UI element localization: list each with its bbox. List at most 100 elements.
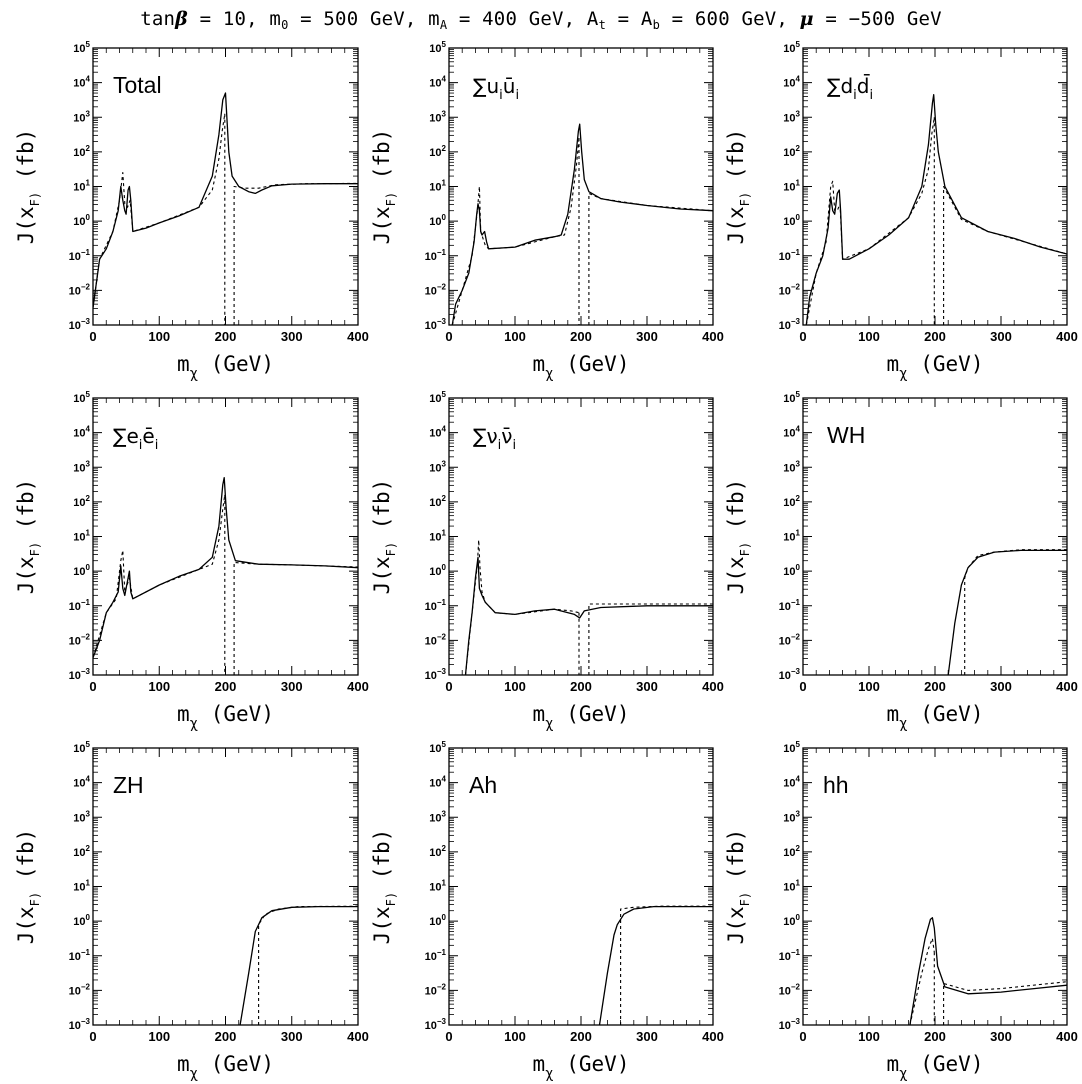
x-tick-label: 100 xyxy=(504,329,526,344)
panel-title-sub: i xyxy=(498,438,502,453)
y-tick-base: 10 xyxy=(779,601,791,613)
panel-title-sub: i xyxy=(512,438,516,453)
y-tick-label: 105 xyxy=(73,390,90,405)
y-tick-base: 10 xyxy=(73,847,85,859)
y-tick-exponent: −3 xyxy=(81,317,91,326)
y-tick-base: 10 xyxy=(425,635,437,647)
panel-title: hh xyxy=(823,772,849,798)
y-tick-label: 102 xyxy=(429,144,446,159)
x-tick-label: 400 xyxy=(702,679,724,694)
y-tick-label: 103 xyxy=(429,109,446,124)
x-axis-title-text: m xyxy=(533,1052,546,1076)
x-tick-label: 0 xyxy=(445,329,452,344)
x-axis-title-sub: χ xyxy=(545,1066,553,1082)
dashed-curve xyxy=(943,981,1067,1025)
y-tick-exponent: −3 xyxy=(81,1017,91,1026)
y-tick-exponent: 0 xyxy=(86,913,91,922)
y-tick-base: 10 xyxy=(783,778,795,790)
y-tick-label: 102 xyxy=(429,844,446,859)
y-tick-label: 103 xyxy=(73,109,90,124)
panel-title: ∑ui​ūi​ xyxy=(473,74,519,103)
x-tick-label: 0 xyxy=(89,679,96,694)
x-tick-label: 300 xyxy=(281,1029,303,1044)
y-tick-exponent: 4 xyxy=(796,425,801,434)
y-tick-label: 103 xyxy=(783,459,800,474)
y-tick-base: 10 xyxy=(429,147,441,159)
y-axis-title: J(xF)​ (fb) xyxy=(724,829,752,945)
x-tick-label: 400 xyxy=(347,679,369,694)
y-tick-exponent: 5 xyxy=(796,40,801,49)
x-tick-label: 300 xyxy=(281,329,303,344)
y-tick-base: 10 xyxy=(73,112,85,124)
y-tick-base: 10 xyxy=(783,216,795,228)
y-tick-base: 10 xyxy=(783,882,795,894)
y-tick-base: 10 xyxy=(73,497,85,509)
y-tick-exponent: 0 xyxy=(442,563,447,572)
figure-title: tanβ = 10, m0 = 500 GeV, mA = 400 GeV, A… xyxy=(140,8,942,32)
x-tick-label: 400 xyxy=(1056,329,1078,344)
panel-title: WH xyxy=(827,422,865,448)
x-axis-title-text: (GeV) xyxy=(198,702,274,726)
y-tick-label: 105 xyxy=(783,40,800,55)
x-tick-label: 100 xyxy=(858,679,880,694)
y-tick-exponent: −1 xyxy=(81,598,91,607)
y-tick-exponent: 3 xyxy=(442,809,447,818)
y-tick-base: 10 xyxy=(73,566,85,578)
dashed-curve xyxy=(93,494,226,658)
y-axis-title-text: (fb) xyxy=(724,479,748,542)
panel-title-text: ∑d xyxy=(827,74,853,98)
y-tick-base: 10 xyxy=(783,812,795,824)
y-tick-label: 101 xyxy=(73,879,90,894)
y-tick-label: 10−3 xyxy=(425,1017,447,1032)
y-tick-label: 101 xyxy=(429,529,446,544)
y-tick-exponent: 3 xyxy=(796,809,801,818)
y-tick-exponent: 4 xyxy=(796,775,801,784)
y-tick-label: 104 xyxy=(73,75,90,90)
x-axis-title-text: (GeV) xyxy=(198,1052,274,1076)
y-tick-label: 10−2 xyxy=(69,982,91,997)
y-tick-label: 104 xyxy=(783,775,800,790)
x-tick-label: 300 xyxy=(636,329,658,344)
y-tick-exponent: 1 xyxy=(442,179,447,188)
x-tick-label: 200 xyxy=(215,679,237,694)
y-tick-label: 10−2 xyxy=(69,282,91,297)
y-tick-label: 105 xyxy=(429,40,446,55)
y-tick-base: 10 xyxy=(73,147,85,159)
y-tick-exponent: 1 xyxy=(86,879,91,888)
x-axis-title-sub: χ xyxy=(899,716,907,732)
y-tick-exponent: 3 xyxy=(86,459,91,468)
panel-title-text: ν̄ xyxy=(501,424,512,448)
x-axis-title-text: (GeV) xyxy=(908,702,984,726)
x-tick-label: 100 xyxy=(504,1029,526,1044)
y-tick-label: 10−1 xyxy=(425,948,447,963)
y-tick-base: 10 xyxy=(779,635,791,647)
y-tick-label: 10−1 xyxy=(779,248,801,263)
x-axis-title-text: (GeV) xyxy=(198,352,274,376)
y-tick-exponent: −2 xyxy=(81,632,91,641)
x-tick-label: 300 xyxy=(990,329,1012,344)
y-tick-exponent: −2 xyxy=(791,282,801,291)
y-tick-base: 10 xyxy=(73,916,85,928)
y-tick-exponent: −2 xyxy=(437,282,447,291)
y-tick-label: 10−3 xyxy=(779,667,801,682)
x-axis-title-text: m xyxy=(887,1052,900,1076)
y-tick-base: 10 xyxy=(73,43,85,55)
y-tick-exponent: 5 xyxy=(86,40,91,49)
y-axis-title-sub: F) xyxy=(738,192,752,206)
panel-title-text: ∑e xyxy=(113,424,139,448)
y-tick-base: 10 xyxy=(69,1020,81,1032)
y-tick-exponent: −2 xyxy=(81,982,91,991)
x-tick-label: 100 xyxy=(858,329,880,344)
y-tick-base: 10 xyxy=(783,743,795,755)
y-tick-base: 10 xyxy=(779,951,791,963)
y-tick-exponent: −1 xyxy=(791,598,801,607)
y-tick-exponent: 5 xyxy=(86,740,91,749)
y-tick-label: 10−1 xyxy=(779,598,801,613)
y-tick-label: 103 xyxy=(429,459,446,474)
y-tick-exponent: 5 xyxy=(442,390,447,399)
y-tick-base: 10 xyxy=(429,428,441,440)
solid-curve xyxy=(464,556,713,675)
